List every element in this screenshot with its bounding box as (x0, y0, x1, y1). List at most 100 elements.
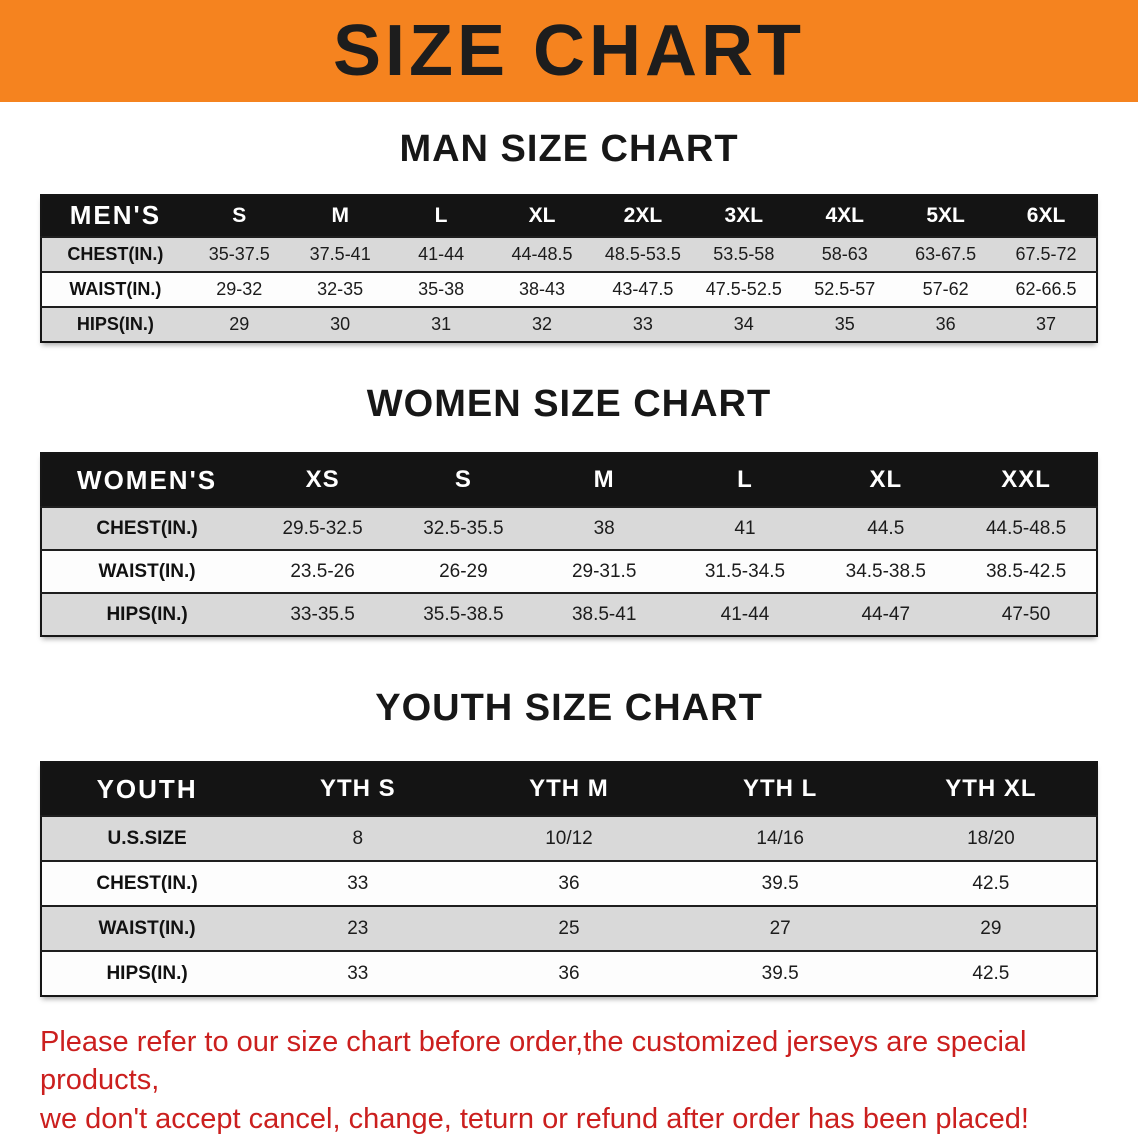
size-value-cell: 23.5-26 (290, 560, 355, 582)
header-row: YOUTH YTH S YTH M YTH L YTH XL (41, 762, 1097, 817)
size-column-header: 3XL (693, 194, 795, 237)
men-size-section: MAN SIZE CHART MEN'S S M L XL 2XL 3XL 4XL 5XL 6XL… (0, 128, 1138, 343)
size-column-header: M (533, 453, 675, 508)
size-column-header: YTH XL (885, 762, 1097, 817)
size-value-cell: 43-47.5 (612, 278, 674, 299)
size-value-cell: 38 (593, 517, 615, 539)
youth-section-heading: YOUTH SIZE CHART (375, 687, 763, 730)
size-column-header: XL (815, 453, 957, 508)
size-value-cell: 38.5-41 (571, 603, 637, 625)
size-value-cell: 33 (347, 962, 369, 984)
row-label: WAIST(IN.) (98, 560, 196, 582)
women-table-title: WOMEN'S (41, 453, 253, 508)
size-value-cell: 36 (558, 872, 580, 894)
size-value-cell: 32 (531, 313, 553, 334)
header-row: WOMEN'S XS S M L XL XXL (41, 453, 1097, 508)
size-value-cell: 36 (935, 313, 956, 334)
size-value-cell: 44-47 (861, 603, 911, 625)
size-value-cell: 26-29 (439, 560, 488, 582)
size-value-cell: 33-35.5 (290, 603, 355, 625)
size-value-cell: 29 (980, 917, 1002, 939)
size-value-cell: 29.5-32.5 (282, 517, 363, 539)
size-value-cell: 25 (558, 917, 580, 939)
size-value-cell: 32-35 (317, 278, 364, 299)
size-value-cell: 35-38 (418, 278, 465, 299)
size-value-cell: 29 (229, 313, 250, 334)
size-value-cell: 30 (330, 313, 351, 334)
row-label: WAIST(IN.) (69, 278, 162, 299)
size-value-cell: 35.5-38.5 (423, 603, 504, 625)
measurement-row: WAIST(IN.) 23 25 27 29 (41, 906, 1097, 952)
size-value-cell: 31 (431, 313, 452, 334)
disclaimer-text: Please refer to our size chart before or… (40, 1023, 1098, 1138)
size-value-cell: 67.5-72 (1015, 243, 1077, 264)
size-value-cell: 36 (558, 962, 580, 984)
size-value-cell: 8 (352, 827, 364, 849)
size-column-header: YTH S (252, 762, 464, 817)
measurement-row: HIPS(IN.) 33 36 39.5 42.5 (41, 951, 1097, 997)
measurement-row: CHEST(IN.) 29.5-32.5 32.5-35.5 38 41 44.5 44.5… (41, 507, 1097, 551)
row-label: CHEST(IN.) (96, 517, 198, 539)
size-value-cell: 34 (733, 313, 754, 334)
row-label: U.S.SIZE (107, 827, 187, 849)
size-value-cell: 35-37.5 (208, 243, 270, 264)
size-value-cell: 37.5-41 (309, 243, 371, 264)
size-value-cell: 14/16 (756, 827, 804, 849)
measurement-row: HIPS(IN.) 29 30 31 32 33 34 35 36 37 (41, 306, 1097, 342)
measurement-row: WAIST(IN.) 23.5-26 26-29 29-31.5 31.5-34.5 34… (41, 550, 1097, 594)
measurement-row: HIPS(IN.) 33-35.5 35.5-38.5 38.5-41 41-44 44-… (41, 593, 1097, 637)
size-value-cell: 44.5-48.5 (985, 517, 1067, 539)
size-value-cell: 48.5-53.5 (604, 243, 681, 264)
size-value-cell: 57-62 (922, 278, 969, 299)
women-size-table: WOMEN'S XS S M L XL XXL CHEST(IN.) 29.5-32.5 32.5… (40, 452, 1098, 638)
size-column-header: 6XL (996, 194, 1097, 237)
size-value-cell: 42.5 (972, 872, 1010, 894)
size-column-header: 5XL (895, 194, 997, 237)
size-value-cell: 32.5-35.5 (423, 517, 504, 539)
size-column-header: YTH M (463, 762, 675, 817)
size-value-cell: 41-44 (418, 243, 465, 264)
size-value-cell: 62-66.5 (1015, 278, 1077, 299)
size-value-cell: 38-43 (518, 278, 566, 299)
header-row: MEN'S S M L XL 2XL 3XL 4XL 5XL 6XL (41, 194, 1097, 237)
youth-size-table: YOUTH YTH S YTH M YTH L YTH XL U.S.SIZE 8 10/12… (40, 761, 1098, 998)
size-value-cell: 63-67.5 (915, 243, 977, 264)
size-chart-banner: SIZE CHART (0, 0, 1138, 102)
size-value-cell: 52.5-57 (814, 278, 876, 299)
size-column-header: XXL (956, 453, 1097, 508)
size-value-cell: 41-44 (720, 603, 770, 625)
size-column-header: S (188, 194, 290, 237)
size-value-cell: 39.5 (761, 872, 799, 894)
youth-size-section: YOUTH SIZE CHART YOUTH YTH S YTH M YTH L YTH… (0, 687, 1138, 998)
size-value-cell: 58-63 (821, 243, 868, 264)
size-value-cell: 44.5 (867, 517, 905, 539)
size-value-cell: 29-31.5 (571, 560, 637, 582)
size-value-cell: 33 (347, 872, 369, 894)
women-section-heading: WOMEN SIZE CHART (366, 382, 772, 425)
men-table-title: MEN'S (41, 194, 189, 237)
disclaimer-line-1: Please refer to our size chart before or… (40, 1026, 1027, 1097)
measurement-row: CHEST(IN.) 35-37.5 37.5-41 41-44 44-48.5 48.5… (41, 236, 1097, 272)
row-label: CHEST(IN.) (67, 243, 164, 264)
size-value-cell: 53.5-58 (713, 243, 775, 264)
size-column-header: L (390, 194, 492, 237)
row-label: HIPS(IN.) (106, 962, 188, 984)
size-column-header: L (674, 453, 816, 508)
size-column-header: 4XL (794, 194, 896, 237)
measurement-row: U.S.SIZE 8 10/12 14/16 18/20 (41, 816, 1097, 862)
size-value-cell: 29-32 (216, 278, 263, 299)
measurement-row: CHEST(IN.) 33 36 39.5 42.5 (41, 861, 1097, 907)
size-value-cell: 10/12 (545, 827, 593, 849)
measurement-row: WAIST(IN.) 29-32 32-35 35-38 38-43 43-47.5 47.… (41, 271, 1097, 307)
size-value-cell: 18/20 (967, 827, 1015, 849)
size-value-cell: 27 (769, 917, 791, 939)
size-value-cell: 37 (1036, 313, 1057, 334)
size-value-cell: 38.5-42.5 (985, 560, 1067, 582)
size-column-header: 2XL (592, 194, 694, 237)
size-column-header: XS (252, 453, 393, 508)
size-value-cell: 31.5-34.5 (704, 560, 786, 582)
women-size-section: WOMEN SIZE CHART WOMEN'S XS S M L XL XXL CHEST(… (0, 383, 1138, 638)
row-label: HIPS(IN.) (76, 313, 154, 334)
youth-table-title: YOUTH (41, 762, 253, 817)
size-column-header: S (392, 453, 534, 508)
